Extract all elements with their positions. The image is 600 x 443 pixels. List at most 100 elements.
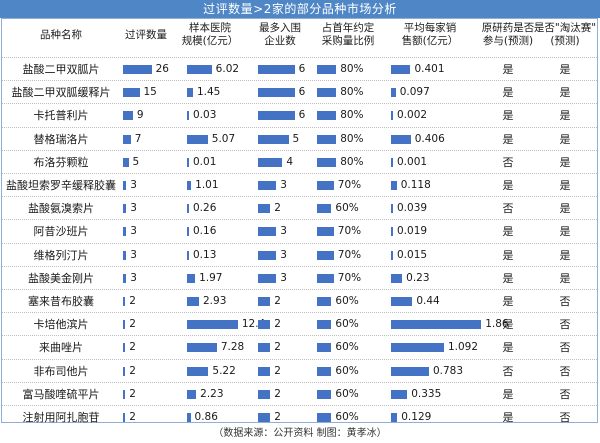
value-share: 80%: [340, 63, 364, 75]
bar-scale: [187, 181, 192, 190]
value-max-ent: 2: [274, 341, 281, 354]
value-avg-sales: 0.019: [397, 225, 428, 238]
bar-scale: [187, 297, 199, 306]
bar-share: [317, 366, 332, 376]
bar-max-ent: [258, 134, 289, 144]
value-avg-sales: 0.039: [397, 202, 428, 215]
bar-max-ent: [258, 389, 271, 399]
row-name: 卡培他滨片: [33, 318, 89, 332]
value-share: 80%: [340, 132, 364, 145]
value-share: 60%: [335, 341, 359, 354]
value-share: 80%: [340, 155, 364, 168]
value-avg-sales: 0.783: [432, 364, 464, 377]
value-scale: 0.86: [194, 411, 218, 423]
header-name: 品种名称: [40, 29, 82, 41]
value-scale: 0.03: [193, 109, 217, 122]
value-scale: 2.93: [203, 295, 227, 307]
bar-count: [123, 320, 126, 330]
bar-count: [123, 134, 131, 144]
bar-avg-sales: [391, 366, 429, 376]
bar-count: [123, 389, 126, 399]
originator-flag: 是: [502, 341, 514, 355]
bar-max-ent: [258, 273, 277, 283]
value-max-ent: 3: [280, 179, 287, 191]
bar-scale: [187, 227, 189, 237]
bar-scale: [187, 320, 238, 330]
bar-avg-sales: [391, 413, 398, 422]
value-count: 5: [132, 155, 140, 168]
table-row: 非布司他片 2 5.22 2 60% 0.783 否 否: [2, 358, 597, 383]
bar-count: [123, 111, 133, 121]
value-scale: 1.01: [195, 179, 219, 191]
value-scale: 6.02: [215, 63, 240, 75]
bar-share: [317, 111, 337, 121]
value-max-ent: 6: [298, 86, 306, 99]
value-scale: 0.13: [193, 248, 217, 261]
bar-count: [123, 157, 129, 167]
bar-share: [317, 65, 337, 74]
elimination-flag: 是: [559, 86, 571, 100]
bar-share: [317, 88, 337, 98]
value-share: 70%: [337, 225, 362, 238]
value-count: 3: [130, 179, 137, 191]
value-avg-sales: 1.092: [447, 341, 479, 354]
value-max-ent: 3: [280, 248, 287, 261]
bar-max-ent: [258, 204, 271, 214]
value-avg-sales: 0.401: [414, 63, 445, 75]
elimination-flag: 是: [559, 248, 571, 262]
table-row: 塞来昔布胶囊 2 2.93 2 60% 0.44 是 否: [2, 289, 597, 313]
value-max-ent: 3: [280, 225, 287, 238]
value-avg-sales: 0.406: [414, 132, 445, 145]
bar-max-ent: [258, 111, 295, 121]
originator-flag: 是: [502, 225, 514, 239]
value-max-ent: 2: [274, 364, 281, 377]
bar-scale: [187, 343, 217, 353]
value-count: 7: [134, 132, 142, 145]
header-elimination: 是否"淘汰赛" (预测): [533, 22, 597, 47]
originator-flag: 是: [502, 318, 514, 332]
row-name: 维格列汀片: [33, 248, 89, 262]
value-avg-sales: 1.86: [485, 318, 509, 331]
table-row: 盐酸二甲双胍片 26 6.02 6 80% 0.401 是 是: [2, 57, 597, 81]
originator-flag: 是: [502, 248, 514, 262]
bar-max-ent: [258, 366, 271, 376]
originator-flag: 是: [502, 295, 514, 308]
row-name: 非布司他片: [33, 364, 89, 378]
bar-max-ent: [258, 343, 271, 353]
originator-flag: 是: [502, 411, 514, 424]
row-name: 盐酸氨溴索片: [28, 202, 94, 216]
value-count: 15: [143, 86, 157, 99]
value-max-ent: 2: [274, 318, 281, 331]
header-originator: 原研药是否 参与(预测): [481, 22, 535, 47]
bar-avg-sales: [391, 111, 393, 121]
row-name: 布洛芬颗粒: [33, 155, 89, 169]
elimination-flag: 是: [559, 109, 571, 123]
value-max-ent: 6: [298, 109, 306, 122]
bar-count: [123, 65, 152, 74]
value-scale: 0.26: [193, 202, 217, 215]
row-name: 替格瑞洛片: [33, 132, 89, 146]
value-count: 9: [136, 109, 144, 122]
elimination-flag: 是: [559, 132, 571, 146]
elimination-flag: 否: [559, 364, 571, 378]
value-avg-sales: 0.23: [406, 271, 430, 284]
value-max-ent: 6: [298, 63, 306, 75]
value-scale: 2.23: [200, 387, 224, 400]
value-count: 2: [129, 387, 136, 400]
value-avg-sales: 0.015: [397, 248, 428, 261]
bar-avg-sales: [391, 181, 397, 190]
value-avg-sales: 0.129: [401, 411, 432, 423]
bar-avg-sales: [391, 343, 444, 353]
bar-max-ent: [258, 181, 277, 190]
value-avg-sales: 0.001: [397, 155, 428, 168]
bar-max-ent: [258, 250, 277, 260]
header-max-enterprises: 最多入围 企业数: [259, 22, 301, 47]
value-count: 2: [129, 295, 136, 307]
value-share: 80%: [340, 109, 364, 122]
header-avg-sales: 平均每家销 售额(亿元）: [401, 22, 459, 47]
elimination-flag: 是: [559, 225, 571, 239]
bar-count: [123, 366, 126, 376]
bar-scale: [187, 413, 191, 422]
header-purchase-share: 占首年约定 采购量比例: [321, 22, 375, 47]
value-count: 2: [129, 318, 136, 331]
